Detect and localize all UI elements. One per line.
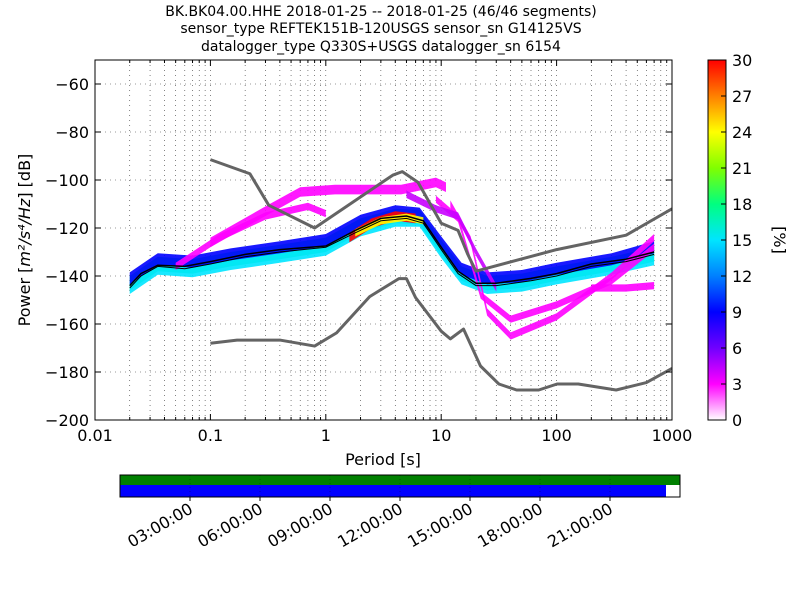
y-tick-label: −160 bbox=[45, 315, 89, 334]
timeline-tick-label: 18:00:00 bbox=[474, 499, 546, 551]
y-axis-label-unit: m²/s⁴/Hz bbox=[15, 198, 34, 267]
colorbar-tick-label: 15 bbox=[732, 231, 752, 250]
density-band bbox=[355, 213, 424, 237]
timeline-tick-label: 06:00:00 bbox=[194, 499, 266, 551]
colorbar-ticks: 0 3 6 9 12 15 18 21 24 27 30 bbox=[721, 51, 752, 430]
chart-title-line-3: datalogger_type Q330S+USGS datalogger_sn… bbox=[201, 39, 561, 55]
mode-curve bbox=[129, 217, 655, 289]
colorbar-tick-label: 21 bbox=[732, 159, 752, 178]
statistic-curves bbox=[129, 215, 655, 289]
colorbar-tick-label: 12 bbox=[732, 267, 752, 286]
colorbar-tick-label: 6 bbox=[732, 339, 742, 358]
y-tick-label: −80 bbox=[55, 123, 89, 142]
x-tick-label: 100 bbox=[541, 426, 572, 445]
y-tick-label: −100 bbox=[45, 171, 89, 190]
colorbar-tick-label: 27 bbox=[732, 87, 752, 106]
x-axis-label: Period [s] bbox=[345, 450, 421, 469]
x-tick-label: 1 bbox=[321, 426, 331, 445]
colorbar-tick-label: 3 bbox=[732, 375, 742, 394]
low-noise-model bbox=[210, 277, 672, 392]
y-tick-label: −200 bbox=[45, 411, 89, 430]
coverage-timeline: 03:00:0006:00:0009:00:0012:00:0015:00:00… bbox=[119, 474, 681, 551]
noise-models bbox=[209, 158, 672, 392]
density-band bbox=[210, 177, 446, 248]
axis-ticks: 0.01 0.1 1 10 100 1000 −200 −180 −160 −140 −120 −10… bbox=[45, 60, 692, 445]
y-tick-label: −180 bbox=[45, 363, 89, 382]
x-tick-label: 1000 bbox=[652, 426, 693, 445]
mean-curve bbox=[129, 215, 655, 287]
chart-title-line-2: sensor_type REFTEK151B-120USGS sensor_sn… bbox=[180, 21, 581, 37]
colorbar-tick-label: 18 bbox=[732, 195, 752, 214]
density-band bbox=[591, 282, 655, 292]
plot-frame bbox=[94, 59, 673, 421]
x-tick-label: 10 bbox=[431, 426, 451, 445]
x-tick-label: 0.1 bbox=[198, 426, 223, 445]
colorbar-tick-label: 30 bbox=[732, 51, 752, 70]
timeline-tick-label: 21:00:00 bbox=[544, 499, 616, 551]
colorbar-label: [%] bbox=[770, 226, 789, 254]
x-tick-label: 0.01 bbox=[77, 426, 113, 445]
plot-area: 0.01 0.1 1 10 100 1000 −200 −180 −160 −140 −120 −10… bbox=[45, 59, 692, 445]
psd-coverage-bar bbox=[120, 485, 666, 497]
chart-title-line-1: BK.BK04.00.HHE 2018-01-25 -- 2018-01-25 … bbox=[165, 4, 597, 20]
timeline-tick-label: 09:00:00 bbox=[264, 499, 336, 551]
timeline-tick-label: 12:00:00 bbox=[334, 499, 406, 551]
timeline-tick-label: 03:00:00 bbox=[124, 499, 196, 551]
colorbar-tick-label: 0 bbox=[732, 411, 742, 430]
y-tick-label: −60 bbox=[55, 75, 89, 94]
density-band bbox=[175, 202, 326, 270]
colorbar-tick-label: 9 bbox=[732, 303, 742, 322]
timeline-tick-label: 15:00:00 bbox=[404, 499, 476, 551]
plot-background bbox=[95, 60, 672, 420]
colorbar: 0 3 6 9 12 15 18 21 24 27 30 [%] bbox=[707, 51, 789, 430]
high-noise-model bbox=[209, 158, 672, 273]
y-axis-label-suffix: ] [dB] bbox=[15, 154, 34, 199]
colorbar-tick-label: 24 bbox=[732, 123, 752, 142]
density-band bbox=[406, 190, 497, 292]
y-tick-label: −120 bbox=[45, 219, 89, 238]
y-axis-label-prefix: Power [ bbox=[15, 267, 34, 327]
y-axis-label: Power [m²/s⁴/Hz] [dB] bbox=[15, 154, 34, 327]
y-tick-label: −140 bbox=[45, 267, 89, 286]
